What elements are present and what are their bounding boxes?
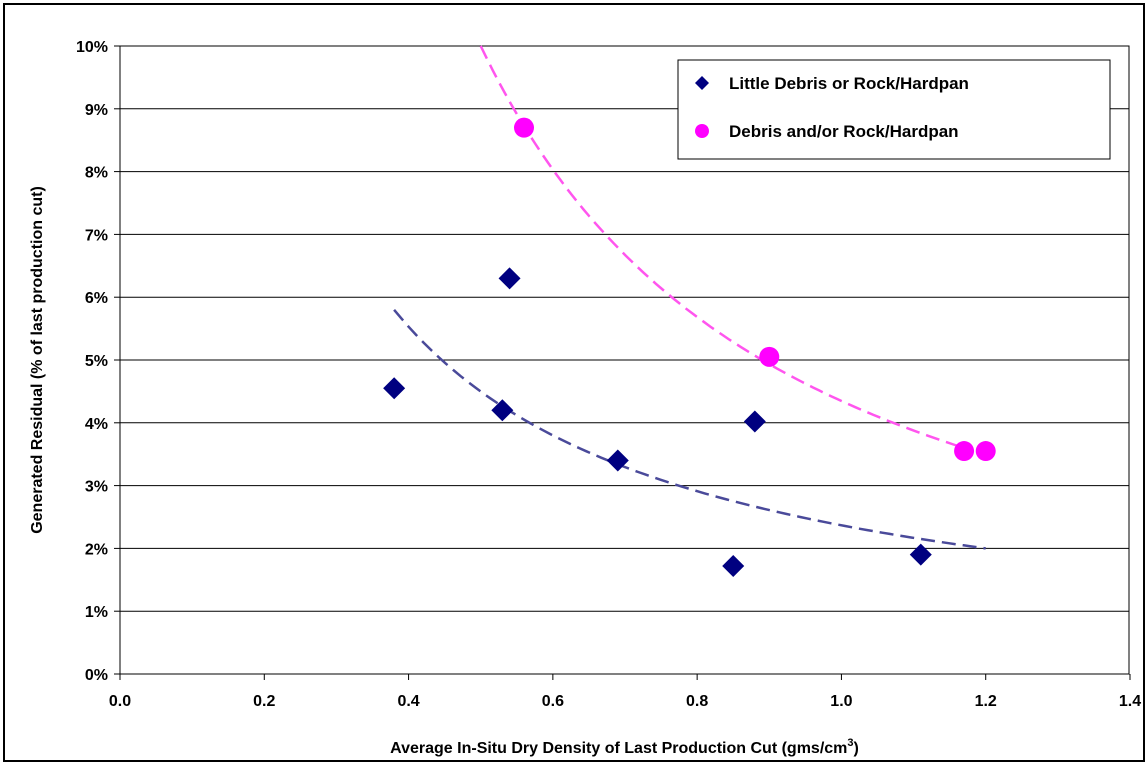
data-point-diamond xyxy=(909,543,932,566)
trend-line-1 xyxy=(479,45,965,450)
data-point-diamond xyxy=(383,377,406,400)
legend-box xyxy=(677,59,1111,160)
legend-marker-diamond xyxy=(695,76,709,90)
trend-lines xyxy=(393,45,986,550)
y-tick-label: 1% xyxy=(85,604,108,621)
data-point-diamond xyxy=(606,449,629,472)
y-axis-ticks: 0% 1% 2% 3% 4% 5% 6% 7% 8% 9% 10% xyxy=(76,39,120,684)
y-tick-label: 5% xyxy=(85,353,108,370)
data-point-diamond xyxy=(722,554,745,577)
trend-line-0 xyxy=(393,308,986,550)
x-tick-label: 1.0 xyxy=(830,693,852,710)
x-tick-label: 1.4 xyxy=(1119,693,1141,710)
data-points xyxy=(383,117,996,577)
y-tick-label: 4% xyxy=(85,416,108,433)
y-tick-label: 0% xyxy=(85,667,108,684)
data-point-diamond xyxy=(491,399,514,422)
x-axis-title-main: Average In-Situ Dry Density of Last Prod… xyxy=(390,740,847,757)
x-tick-label: 0.0 xyxy=(109,693,131,710)
data-point-diamond xyxy=(498,267,521,290)
legend-label-debris: Debris and/or Rock/Hardpan xyxy=(729,122,959,141)
y-tick-label: 8% xyxy=(85,165,108,182)
legend-label-little-debris: Little Debris or Rock/Hardpan xyxy=(729,74,969,93)
y-tick-label: 9% xyxy=(85,102,108,119)
data-point-circle xyxy=(759,346,780,367)
x-axis-title-superscript: 3 xyxy=(847,737,853,749)
data-point-diamond xyxy=(743,410,766,433)
x-axis-ticks: 0.0 0.2 0.4 0.6 0.8 1.0 1.2 1.4 xyxy=(109,674,1141,710)
data-point-circle xyxy=(954,441,975,462)
y-tick-label: 6% xyxy=(85,290,108,307)
legend: Little Debris or Rock/Hardpan Debris and… xyxy=(677,59,1111,160)
data-point-circle xyxy=(975,441,996,462)
x-tick-label: 0.4 xyxy=(397,693,419,710)
y-axis-title: Generated Residual (% of last production… xyxy=(29,186,46,534)
y-tick-label: 3% xyxy=(85,479,108,496)
x-tick-label: 0.2 xyxy=(253,693,275,710)
legend-marker-circle xyxy=(695,124,709,138)
data-point-circle xyxy=(514,117,534,138)
x-tick-label: 1.2 xyxy=(975,693,997,710)
y-tick-label: 10% xyxy=(76,39,108,56)
y-tick-label: 2% xyxy=(85,541,108,558)
y-tick-label: 7% xyxy=(85,227,108,244)
x-axis-title: Average In-Situ Dry Density of Last Prod… xyxy=(390,737,859,757)
x-tick-label: 0.6 xyxy=(542,693,564,710)
x-tick-label: 0.8 xyxy=(686,693,708,710)
x-axis-title-end: ) xyxy=(854,740,859,757)
